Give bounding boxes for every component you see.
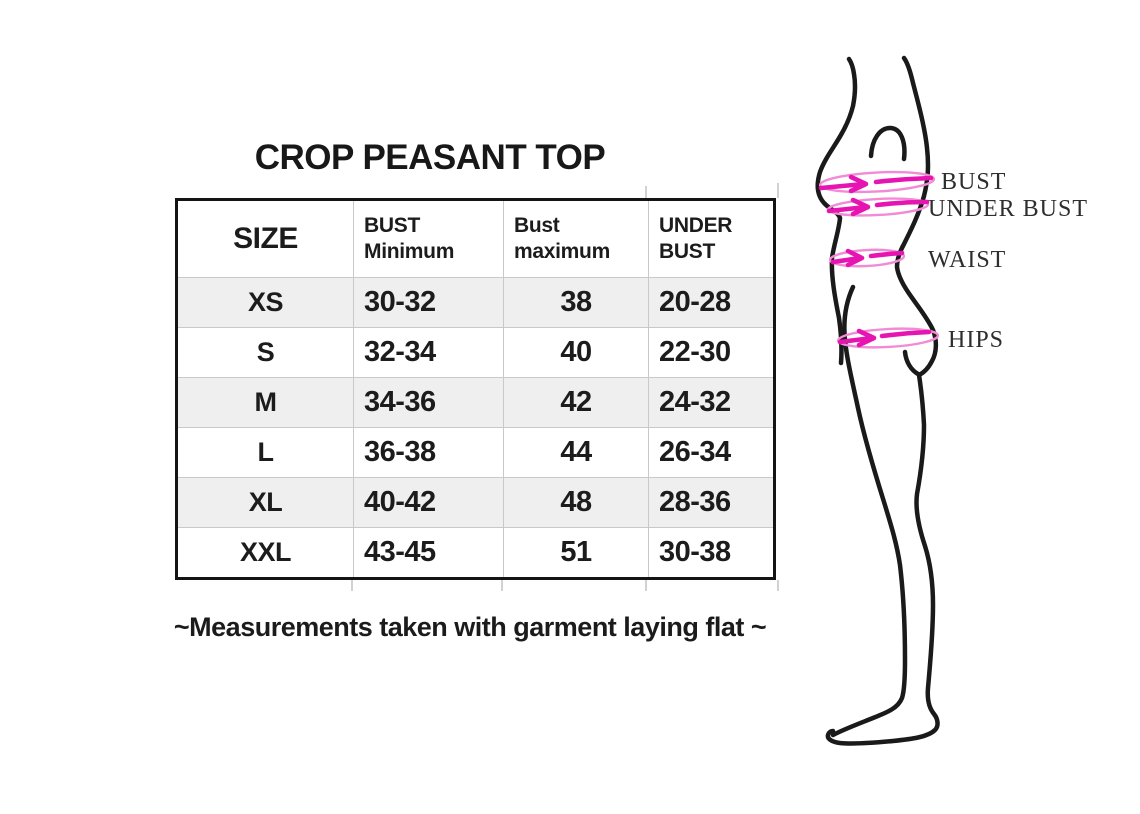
bust-min-value: 30-32 [364, 286, 436, 318]
table-row-xs-under-bust: 20-28 [648, 277, 773, 327]
bust-max-value: 44 [560, 436, 592, 468]
gridline-tail [645, 186, 647, 198]
table-row-xs-bust-max: 38 [503, 277, 648, 327]
gridline-tail [777, 580, 779, 591]
bust-inner-line [873, 175, 934, 185]
table-row-m-bust-min: 34-36 [353, 377, 503, 427]
hips-label: HIPS [948, 327, 1004, 353]
bust-min-value: 40-42 [364, 486, 436, 518]
header-bust-min: BUST Minimum [353, 201, 503, 277]
footnote: ~Measurements taken with garment laying … [173, 612, 767, 642]
waist-label: WAIST [928, 247, 1006, 273]
header-size: SIZE [178, 201, 353, 277]
bust-arrow-icon [818, 174, 869, 194]
header-bust-max: Bust maximum [503, 201, 648, 277]
under-bust-value: 20-28 [659, 286, 731, 318]
under-bust-label: UNDER BUST [928, 196, 1088, 222]
bust-min-value: 32-34 [364, 336, 436, 368]
bust-min-value: 36-38 [364, 436, 436, 468]
header-bust-max-line1: Bust [514, 213, 560, 237]
table-row-xxl-under-bust: 30-38 [648, 527, 773, 577]
size-chart-table: SIZE BUST Minimum Bust maximum UNDER BUS… [175, 198, 776, 580]
table-row-l-bust-min: 36-38 [353, 427, 503, 477]
table-row-s-under-bust: 22-30 [648, 327, 773, 377]
under-bust-value: 30-38 [659, 536, 731, 568]
table-row-m-bust-max: 42 [503, 377, 648, 427]
table-row-l-bust-max: 44 [503, 427, 648, 477]
header-bust-min-line1: BUST [364, 213, 420, 237]
table-row-l-size: L [178, 427, 353, 477]
table-row-s-bust-min: 32-34 [353, 327, 503, 377]
size-value: M [254, 387, 278, 417]
under-bust-value: 26-34 [659, 436, 731, 468]
bust-max-value: 48 [560, 486, 592, 518]
table-row-xxl-bust-min: 43-45 [353, 527, 503, 577]
table-row-xl-bust-max: 48 [503, 477, 648, 527]
page-title: CROP PEASANT TOP [254, 138, 606, 177]
table-row-xs-bust-min: 30-32 [353, 277, 503, 327]
table-row-l-under-bust: 26-34 [648, 427, 773, 477]
header-bust-max-line2: maximum [514, 240, 610, 263]
hips-measure-ellipse [836, 327, 940, 349]
bust-measure-ellipse [818, 170, 936, 194]
bust-min-value: 43-45 [364, 536, 436, 568]
bust-max-value: 51 [560, 536, 592, 568]
bust-max-value: 38 [560, 286, 592, 318]
size-value: XL [248, 487, 283, 517]
bust-max-value: 40 [560, 336, 592, 368]
hips-inner-line [879, 329, 932, 339]
header-size-label: SIZE [233, 222, 298, 255]
header-under-bust-line1: UNDER [659, 213, 733, 237]
size-value: XXL [239, 537, 292, 567]
size-value: S [256, 337, 275, 367]
waist-measure-ellipse [828, 248, 906, 268]
gridline-tail [777, 183, 779, 198]
figure-outline-front [815, 56, 858, 366]
bust-max-value: 42 [560, 386, 592, 418]
table-row-s-bust-max: 40 [503, 327, 648, 377]
size-value: XS [247, 287, 284, 317]
waist-arrow-icon [830, 248, 865, 268]
table-row-xl-bust-min: 40-42 [353, 477, 503, 527]
gridline-tail [645, 580, 647, 591]
under-bust-measure-ellipse [826, 197, 930, 217]
under-bust-inner-line [874, 199, 930, 208]
bust-min-value: 34-36 [364, 386, 436, 418]
gridline-tail [351, 580, 353, 591]
table-row-xl-size: XL [178, 477, 353, 527]
armpit-line [868, 125, 907, 162]
size-value: L [257, 437, 275, 467]
table-row-xs-size: XS [178, 277, 353, 327]
header-under-bust: UNDER BUST [648, 201, 773, 277]
table-row-xxl-bust-max: 51 [503, 527, 648, 577]
hips-arrow-icon [837, 328, 877, 348]
table-row-m-size: M [178, 377, 353, 427]
butt-crease-line [902, 349, 921, 377]
header-bust-min-line2: Minimum [364, 240, 455, 263]
under-bust-arrow-icon [826, 197, 871, 217]
figure-outline-back [825, 55, 940, 746]
figure-outline-front-leg [830, 284, 908, 738]
under-bust-value: 28-36 [659, 486, 731, 518]
under-bust-value: 24-32 [659, 386, 731, 418]
table-row-s-size: S [178, 327, 353, 377]
gridline-tail [501, 580, 503, 591]
waist-inner-line [868, 250, 905, 259]
table-row-m-under-bust: 24-32 [648, 377, 773, 427]
header-under-bust-line2: BUST [659, 240, 715, 263]
bust-label: BUST [941, 169, 1006, 195]
table-row-xxl-size: XXL [178, 527, 353, 577]
table-row-xl-under-bust: 28-36 [648, 477, 773, 527]
under-bust-value: 22-30 [659, 336, 731, 368]
